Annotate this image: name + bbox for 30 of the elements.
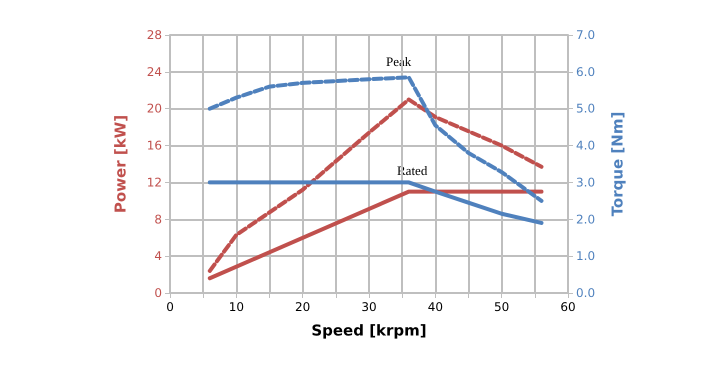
x-axis-title: Speed [krpm] xyxy=(311,322,427,340)
y-tick-label: 0 xyxy=(154,286,162,300)
y-tick-label: 20 xyxy=(146,102,162,116)
y2-axis-title: Torque [Nm] xyxy=(608,112,626,216)
x-tick-label: 20 xyxy=(295,300,310,314)
y-tick-label: 16 xyxy=(146,138,162,153)
annotation: Peak xyxy=(386,54,412,69)
y2-tick-label: 7.0 xyxy=(576,28,596,42)
line-series xyxy=(208,98,544,273)
y2-tick-label: 4.0 xyxy=(576,138,596,153)
line-series xyxy=(208,180,544,225)
y-tick-label: 24 xyxy=(146,64,162,79)
x-tick-label: 0 xyxy=(166,300,174,314)
y2-tick-label: 2.0 xyxy=(576,212,596,226)
y2-tick-label: 5.0 xyxy=(576,102,596,116)
x-tick-label: 40 xyxy=(428,300,443,314)
line-series xyxy=(208,75,544,203)
x-tick-label: 30 xyxy=(361,300,377,314)
x-tick-label: 50 xyxy=(494,300,510,314)
y-tick-label: 12 xyxy=(146,175,162,190)
y2-tick-label: 1.0 xyxy=(576,249,596,264)
x-tick-label: 10 xyxy=(228,300,244,314)
y2-tick-label: 0.0 xyxy=(576,286,596,300)
y-tick-label: 8 xyxy=(154,212,162,226)
y2-tick-label: 6.0 xyxy=(576,64,596,79)
y2-tick-label: 3.0 xyxy=(576,175,596,190)
y-tick-label: 4 xyxy=(154,249,162,264)
y-tick-label: 28 xyxy=(146,28,162,42)
y-axis-title: Power [kW] xyxy=(112,114,130,214)
x-tick-label: 60 xyxy=(560,300,576,314)
